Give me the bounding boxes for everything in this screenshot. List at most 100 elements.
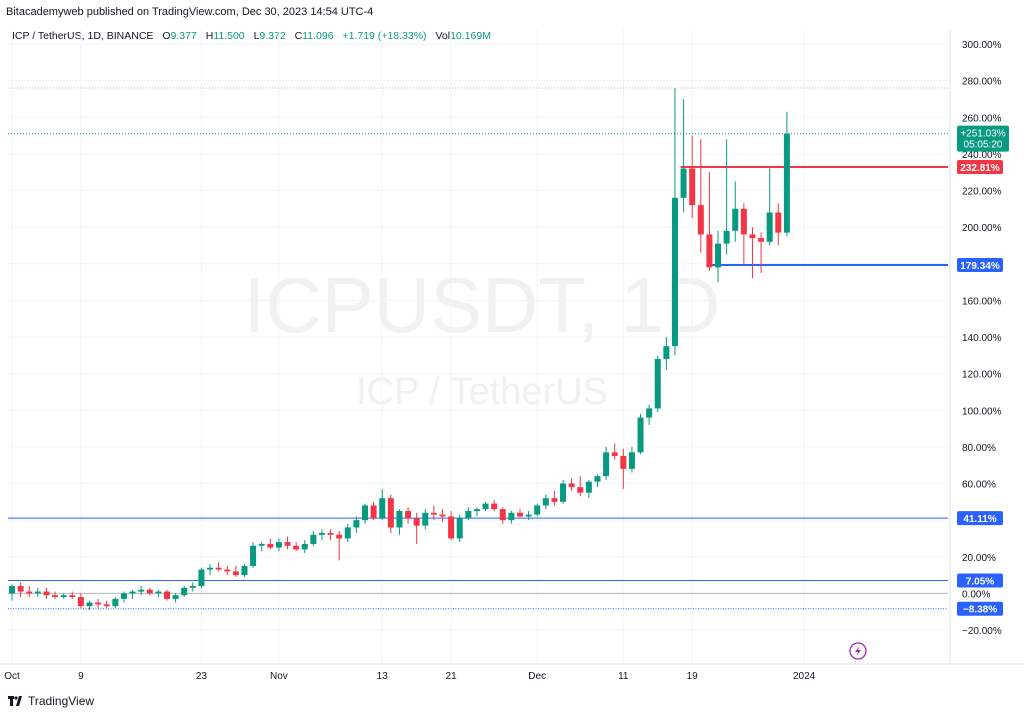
level-badge-bg (957, 257, 1003, 272)
price-tick-label: 60.00% (962, 480, 996, 491)
candle-body (456, 518, 463, 539)
candle-body (491, 503, 498, 510)
candle-up (508, 510, 515, 524)
candle-down (43, 587, 50, 599)
candle-body (577, 487, 584, 493)
candle-body (628, 452, 635, 469)
candle-body (69, 595, 76, 598)
candle-body (422, 512, 429, 526)
candle-body (318, 532, 325, 535)
candle-up (241, 564, 248, 577)
candle-body (43, 591, 50, 596)
time-tick-label: 23 (196, 671, 208, 682)
candle-down (103, 600, 110, 609)
candle-up (603, 446, 610, 480)
candle-body (783, 133, 790, 233)
candle-up (155, 589, 162, 598)
candle-body (611, 452, 618, 457)
candle-body (723, 230, 730, 244)
candle-body (95, 602, 102, 605)
time-tick-label: 19 (687, 671, 699, 682)
price-axis[interactable]: −20.00%0.00%20.00%40.00%60.00%80.00%100.… (962, 40, 1002, 637)
level-badge-bg (957, 601, 1003, 616)
candle-body (448, 516, 455, 539)
candle-body (379, 498, 386, 519)
level-price-badge: 179.34% (957, 257, 1003, 272)
candle-body (620, 456, 627, 469)
price-tick-label: 240.00% (962, 150, 1002, 161)
candle-up (766, 168, 773, 246)
candle-up (275, 538, 282, 552)
candle-body (310, 534, 317, 544)
candle-down (215, 562, 222, 572)
time-axis[interactable]: Oct 9 23 Nov 13 21 Dec 11 19 2024 (4, 671, 815, 682)
candle-up (198, 567, 205, 588)
candle-down (758, 232, 765, 273)
candle-up (732, 181, 739, 242)
change-value: +1.719 (+18.33%) (342, 30, 427, 42)
high-label: H (205, 30, 214, 42)
candle-up (86, 600, 93, 610)
candle-down (163, 589, 170, 601)
candle-body (258, 543, 265, 546)
price-tick-label: 20.00% (962, 553, 996, 564)
candle-body (224, 569, 231, 572)
time-tick-label: Oct (4, 671, 20, 682)
candle-body (215, 567, 222, 570)
candle-down (697, 139, 704, 253)
volume-value: 10.169M (450, 30, 491, 42)
candle-body (551, 498, 558, 502)
candle-body (766, 212, 773, 242)
candle-body (585, 481, 592, 493)
candle-up (671, 87, 678, 356)
candle-up (456, 514, 463, 543)
candle-body (603, 452, 610, 477)
last-price-badge-bg (957, 125, 1009, 152)
candle-body (146, 589, 153, 594)
candle-up (181, 586, 188, 598)
candle-up (60, 593, 67, 599)
candle-up (637, 413, 644, 455)
candle-body (370, 505, 377, 519)
candle-body (465, 510, 472, 519)
candle-body (775, 212, 782, 233)
candle-up (482, 501, 489, 511)
tradingview-brand[interactable]: TradingView (8, 694, 94, 708)
price-tick-label: 160.00% (962, 296, 1002, 307)
candle-body (387, 498, 394, 528)
symbol-name[interactable]: ICP / TetherUS, 1D, BINANCE (12, 30, 154, 42)
candle-body (663, 346, 670, 359)
candle-up (534, 503, 541, 517)
price-tick-label: 120.00% (962, 370, 1002, 381)
candle-body (103, 604, 110, 607)
price-tick-label: 80.00% (962, 443, 996, 454)
level-price-badge: 41.11% (957, 511, 1003, 526)
candle-down (267, 538, 274, 550)
candle-body (301, 543, 308, 550)
candle-down (611, 443, 618, 460)
candle-up (258, 542, 265, 552)
volume-label: Vol (435, 30, 451, 42)
candle-up (585, 479, 592, 499)
candle-up (189, 582, 196, 592)
candle-down (775, 203, 782, 246)
candle-body (732, 208, 739, 231)
lightning-icon[interactable] (849, 642, 867, 660)
candle-up (594, 474, 601, 488)
candle-body (689, 168, 696, 206)
open-label: O (162, 30, 171, 42)
price-tick-label: −20.00% (962, 626, 1002, 637)
candle-up (715, 230, 722, 283)
horizontal-levels[interactable] (8, 166, 948, 610)
candle-body (362, 505, 369, 521)
last-price-label: +251.03% (960, 129, 1005, 140)
candle-body (396, 510, 403, 528)
close-label: C (294, 30, 303, 42)
level-badge-bg (957, 160, 1003, 175)
candle-up (129, 589, 136, 599)
time-tick-label: 9 (78, 671, 84, 682)
candle-body (138, 589, 145, 592)
candle-body (534, 505, 541, 515)
